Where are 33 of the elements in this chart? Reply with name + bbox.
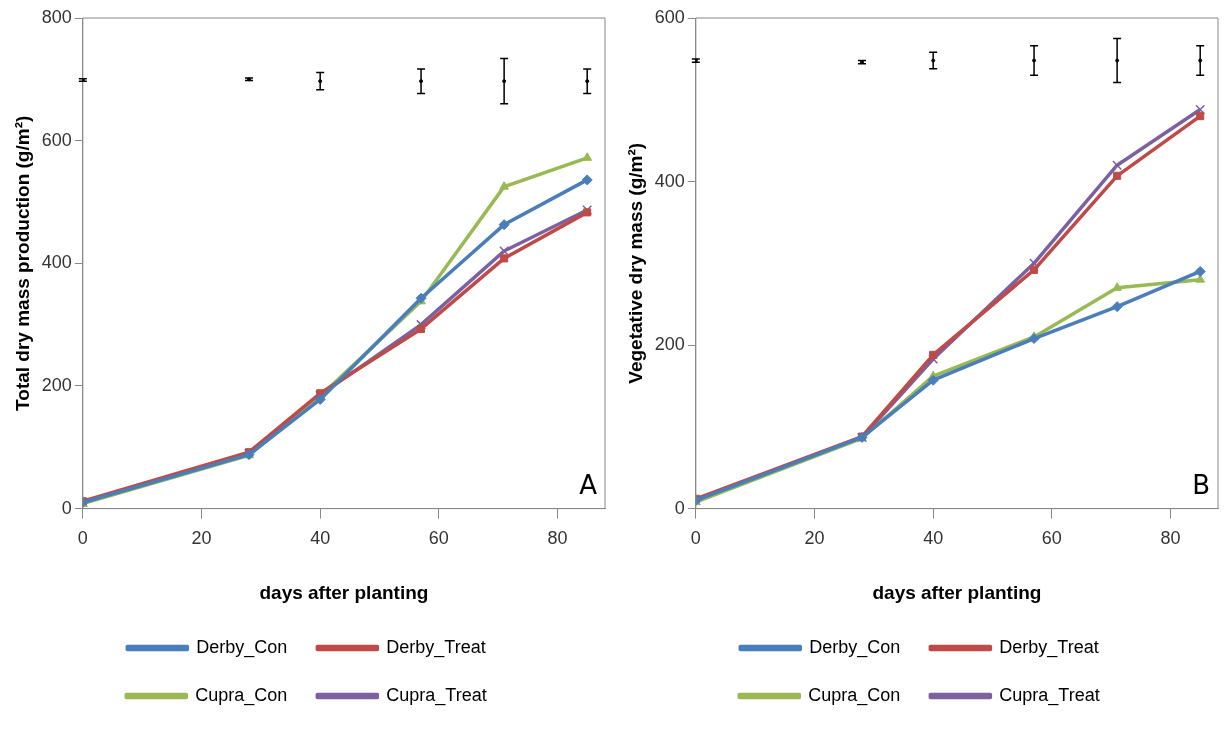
legend-label: Derby_Con xyxy=(809,636,901,658)
legend-label: Cupra_Treat xyxy=(386,684,487,706)
x-tick-label: 0 xyxy=(77,528,88,549)
y-tick-label: 400 xyxy=(654,170,685,191)
x-tick-label: 40 xyxy=(923,528,944,549)
legend-label: Cupra_Treat xyxy=(999,684,1100,706)
y-tick-label: 200 xyxy=(41,374,72,395)
y-tick-label: 0 xyxy=(674,497,685,518)
annotation: A xyxy=(579,470,598,501)
y-tick-label: 800 xyxy=(41,6,72,27)
x-axis-title: days after planting xyxy=(259,581,429,603)
x-tick-label: 60 xyxy=(1041,528,1062,549)
x-tick-label: 80 xyxy=(1160,528,1181,549)
legend-label: Derby_Treat xyxy=(386,636,486,658)
y-tick-label: 600 xyxy=(654,6,685,27)
legend-label: Cupra_Con xyxy=(808,684,901,706)
legend-label: Cupra_Con xyxy=(195,684,288,706)
x-tick-label: 40 xyxy=(310,528,331,549)
y-tick-label: 400 xyxy=(41,252,72,273)
y-tick-label: 0 xyxy=(61,497,72,518)
x-tick-label: 0 xyxy=(690,528,701,549)
x-tick-label: 80 xyxy=(547,528,568,549)
x-tick-label: 20 xyxy=(804,528,825,549)
legend-label: Derby_Treat xyxy=(999,636,1099,658)
x-tick-label: 60 xyxy=(428,528,449,549)
x-axis-title: days after planting xyxy=(872,581,1042,603)
x-tick-label: 20 xyxy=(191,528,212,549)
legend-label: Derby_Con xyxy=(196,636,288,658)
annotation: B xyxy=(1192,470,1210,501)
y-tick-label: 200 xyxy=(654,334,685,355)
y-axis-title: Vegetative dry mass (g/m²) xyxy=(624,142,646,384)
y-axis-title: Total dry mass production (g/m²) xyxy=(11,115,33,411)
y-tick-label: 600 xyxy=(41,129,72,150)
